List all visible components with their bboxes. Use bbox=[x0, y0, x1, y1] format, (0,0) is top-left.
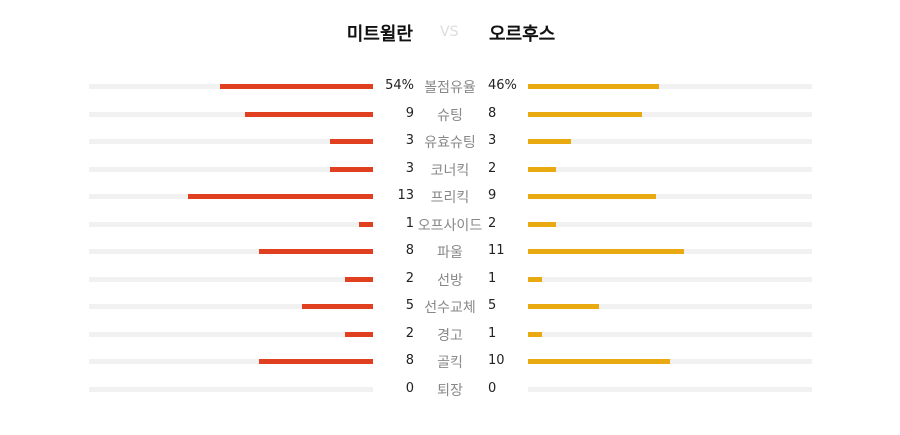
stat-label: 볼점유율 bbox=[424, 80, 476, 96]
stat-row: 3 코너킥 2 bbox=[0, 160, 900, 180]
stat-row: 8 파울 11 bbox=[0, 242, 900, 262]
away-bar-fill bbox=[528, 139, 571, 144]
away-value: 8 bbox=[488, 105, 497, 121]
home-bar-fill bbox=[188, 194, 373, 199]
stat-label: 선수교체 bbox=[424, 300, 476, 316]
home-value: 54% bbox=[385, 78, 414, 93]
away-bar-fill bbox=[528, 194, 656, 199]
home-value: 3 bbox=[405, 133, 414, 148]
away-value: 1 bbox=[488, 325, 497, 341]
away-bar-track bbox=[528, 276, 812, 282]
away-bar-fill bbox=[528, 166, 557, 172]
stat-label: 프리킥 bbox=[430, 190, 470, 206]
away-value: 10 bbox=[488, 353, 505, 368]
stat-label: 코너킥 bbox=[430, 162, 470, 179]
stat-row: 5 선수교체 5 bbox=[0, 297, 900, 317]
stat-row: 1 오프사이드 2 bbox=[0, 215, 900, 235]
away-team-name: 오르후스 bbox=[489, 24, 556, 45]
home-bar-track bbox=[89, 276, 373, 282]
home-bar-track bbox=[89, 304, 373, 309]
stat-row: 2 경고 1 bbox=[0, 325, 900, 345]
home-value: 5 bbox=[405, 298, 414, 313]
home-bar-track bbox=[89, 111, 373, 117]
away-bar-fill bbox=[528, 304, 599, 309]
away-bar-fill bbox=[528, 111, 642, 117]
away-bar-fill bbox=[528, 331, 543, 337]
away-value: 46% bbox=[488, 78, 517, 93]
vs-label: VS bbox=[440, 24, 459, 40]
home-value: 2 bbox=[405, 325, 414, 341]
away-bar-track bbox=[528, 304, 812, 309]
home-bar-fill bbox=[259, 249, 373, 254]
stat-label: 퇴장 bbox=[437, 382, 463, 399]
home-value: 1 bbox=[405, 215, 414, 231]
away-value: 1 bbox=[488, 270, 497, 286]
home-bar-track bbox=[89, 139, 373, 144]
home-bar-fill bbox=[245, 111, 373, 117]
away-bar-track bbox=[528, 386, 812, 392]
away-bar-fill bbox=[528, 249, 685, 254]
stat-row: 8 골킥 10 bbox=[0, 352, 900, 372]
home-bar-track bbox=[89, 386, 373, 392]
away-bar-fill bbox=[528, 221, 557, 227]
stat-label: 오프사이드 bbox=[417, 217, 483, 234]
match-header: 미트윌란 VS 오르후스 bbox=[0, 18, 900, 48]
away-bar-fill bbox=[528, 84, 659, 89]
home-value: 2 bbox=[405, 270, 414, 286]
stat-row: 3 유효슈팅 3 bbox=[0, 132, 900, 152]
away-bar-fill bbox=[528, 359, 670, 364]
home-bar-fill bbox=[219, 84, 373, 89]
stat-row: 2 선방 1 bbox=[0, 270, 900, 290]
home-value: 0 bbox=[405, 380, 414, 396]
home-value: 8 bbox=[405, 353, 414, 368]
away-bar-track bbox=[528, 166, 812, 172]
stat-row: 13 프리킥 9 bbox=[0, 187, 900, 207]
away-bar-track bbox=[528, 249, 812, 254]
home-bar-fill bbox=[259, 359, 373, 364]
stat-label: 슈팅 bbox=[437, 107, 463, 124]
home-value: 9 bbox=[405, 105, 414, 121]
home-bar-fill bbox=[302, 304, 373, 309]
home-bar-track bbox=[89, 84, 373, 89]
home-bar-fill bbox=[344, 276, 373, 282]
away-value: 0 bbox=[488, 380, 497, 396]
home-bar-track bbox=[89, 249, 373, 254]
away-bar-fill bbox=[528, 276, 543, 282]
home-bar-track bbox=[89, 221, 373, 227]
home-bar-track bbox=[89, 331, 373, 337]
stat-label: 유효슈팅 bbox=[424, 135, 476, 151]
home-bar-fill bbox=[358, 221, 373, 227]
away-value: 11 bbox=[488, 243, 505, 258]
home-bar-track bbox=[89, 194, 373, 199]
home-value: 3 bbox=[405, 160, 414, 176]
home-team-name: 미트윌란 bbox=[346, 24, 413, 45]
away-value: 2 bbox=[488, 160, 497, 176]
away-bar-track bbox=[528, 139, 812, 144]
home-bar-track bbox=[89, 166, 373, 172]
away-bar-track bbox=[528, 84, 812, 89]
away-value: 5 bbox=[488, 298, 497, 313]
away-bar-track bbox=[528, 194, 812, 199]
stat-label: 골킥 bbox=[437, 355, 463, 371]
home-bar-track bbox=[89, 359, 373, 364]
home-value: 8 bbox=[405, 243, 414, 258]
stat-row: 0 퇴장 0 bbox=[0, 380, 900, 400]
stat-label: 파울 bbox=[437, 245, 463, 261]
stat-row: 54% 볼점유율 46% bbox=[0, 77, 900, 97]
stat-label: 선방 bbox=[437, 272, 463, 289]
home-bar-fill bbox=[344, 331, 373, 337]
stat-label: 경고 bbox=[437, 327, 463, 344]
away-value: 3 bbox=[488, 133, 497, 148]
away-bar-track bbox=[528, 221, 812, 227]
away-value: 2 bbox=[488, 215, 497, 231]
stat-row: 9 슈팅 8 bbox=[0, 105, 900, 125]
away-value: 9 bbox=[488, 188, 497, 203]
away-bar-track bbox=[528, 331, 812, 337]
home-bar-fill bbox=[330, 139, 373, 144]
away-bar-track bbox=[528, 111, 812, 117]
away-bar-track bbox=[528, 359, 812, 364]
home-bar-fill bbox=[330, 166, 373, 172]
home-value: 13 bbox=[397, 188, 414, 203]
